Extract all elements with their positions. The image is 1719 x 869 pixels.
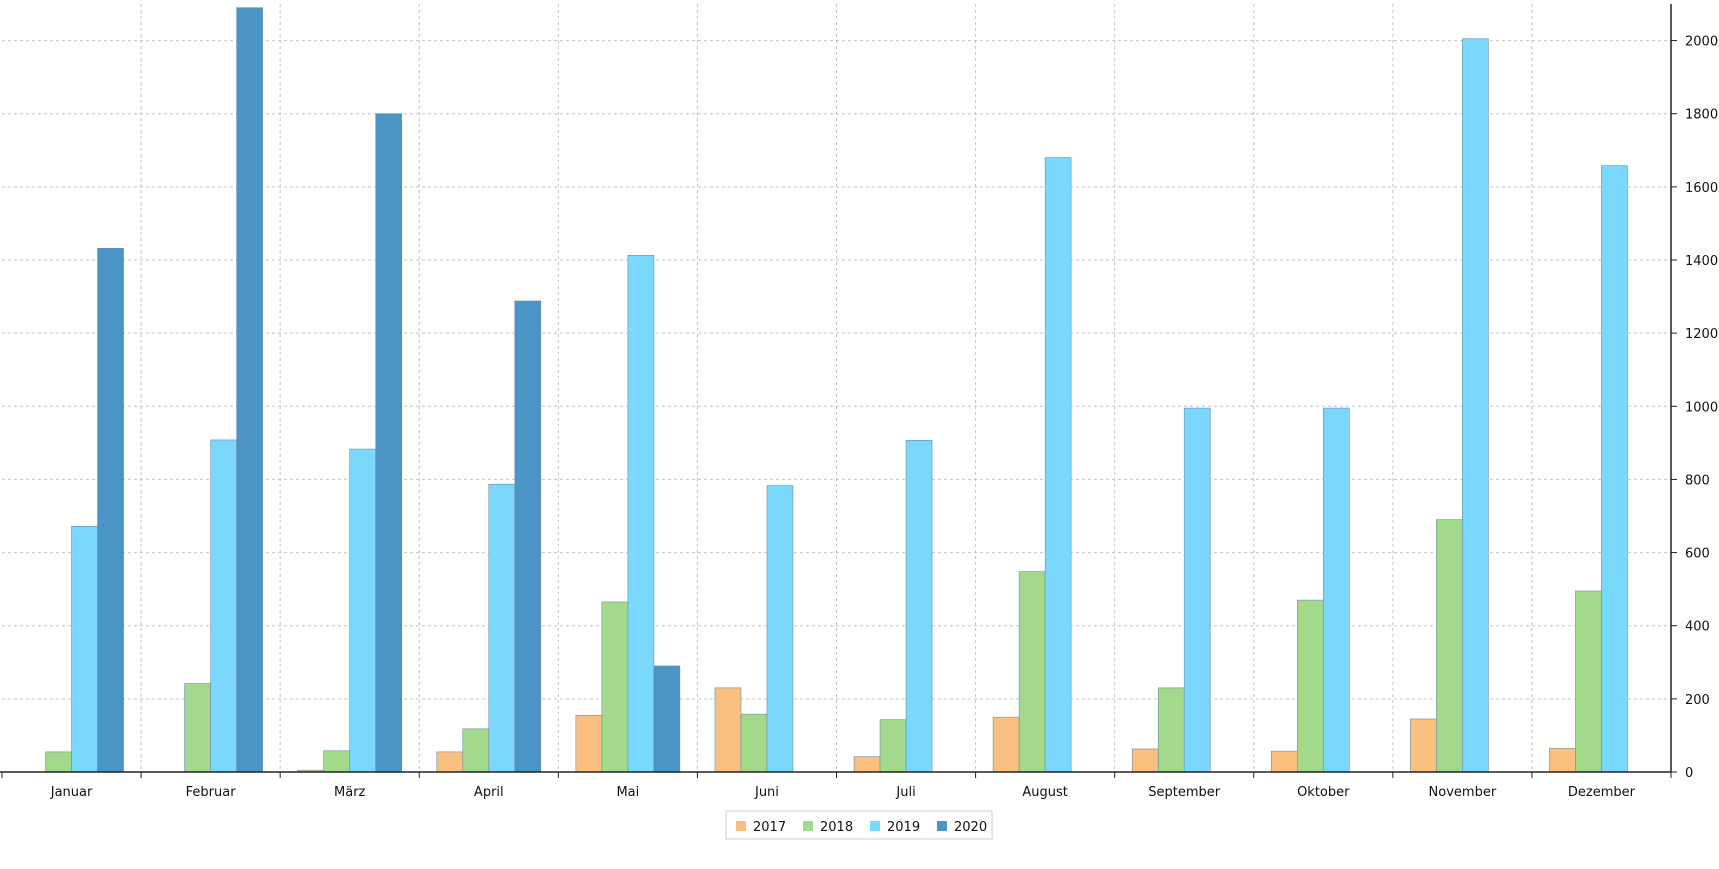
bar-2018-oktober: [1296, 599, 1324, 773]
legend-swatch: [870, 821, 880, 831]
bar-2019-mai: [627, 254, 655, 773]
x-tick-label: März: [334, 785, 366, 800]
y-tick-label: 0: [1685, 766, 1693, 781]
y-tick-label: 1400: [1685, 254, 1718, 269]
x-tick-label: Januar: [50, 785, 93, 800]
y-tick-label: 1600: [1685, 181, 1718, 196]
legend-swatch: [937, 821, 947, 831]
y-tick-label: 400: [1685, 620, 1710, 635]
legend-item-2019: 2019: [870, 820, 920, 835]
legend-label: 2019: [887, 820, 920, 835]
bar-2018-märz: [323, 750, 351, 773]
bar-2018-august: [1018, 571, 1046, 773]
bar-2019-januar: [71, 525, 98, 773]
y-tick-label: 200: [1685, 693, 1710, 708]
bar-2018-juni: [740, 713, 768, 773]
legend-item-2017: 2017: [736, 820, 786, 835]
legend-label: 2020: [954, 820, 987, 835]
axes-layer: Januar Februar März April Mai Juni Juli August S…: [0, 4, 1718, 800]
bar-2019-juni: [766, 485, 794, 773]
y-tick-label: 2000: [1685, 35, 1718, 50]
bar-2019-oktober: [1322, 407, 1350, 773]
y-tick-label: 1200: [1685, 327, 1718, 342]
bar-2018-dezember: [1575, 590, 1602, 773]
y-tick-label: 600: [1685, 547, 1710, 562]
x-tick-label: Juli: [895, 785, 915, 800]
bar-2019-juli: [905, 439, 933, 773]
bar-2018-februar: [184, 683, 211, 773]
x-tick-label: Mai: [616, 785, 639, 800]
legend-item-2020: 2020: [937, 820, 987, 835]
bar-2018-mai: [601, 601, 629, 773]
bar-2018-april: [462, 728, 490, 773]
bar-2018-november: [1436, 519, 1463, 773]
bar-2020-april: [514, 300, 542, 773]
bar-2018-juli: [879, 719, 907, 773]
x-tick-label: August: [1022, 785, 1068, 800]
bar-2019-märz: [349, 448, 377, 773]
bar-2017-juni: [714, 687, 742, 773]
bar-2020-märz: [375, 113, 403, 773]
legend-swatch: [736, 821, 746, 831]
x-tick-label: Dezember: [1568, 785, 1636, 800]
bar-2017-august: [992, 716, 1020, 773]
x-tick-label: Februar: [186, 785, 237, 800]
bar-2018-januar: [45, 751, 72, 773]
bar-2019-april: [488, 483, 516, 773]
bar-2017-oktober: [1270, 750, 1298, 773]
bar-2020-januar: [97, 247, 124, 773]
legend-swatch: [803, 821, 813, 831]
bars-layer: [45, 7, 1628, 773]
bar-2017-november: [1410, 718, 1437, 773]
bar-2018-september: [1157, 687, 1185, 773]
bar-2019-dezember: [1601, 165, 1628, 773]
grid-lines: [2, 4, 1671, 772]
x-tick-label: April: [474, 785, 504, 800]
bar-2020-februar: [236, 7, 263, 773]
legend-box: [725, 810, 993, 840]
bar-2019-februar: [210, 439, 237, 773]
x-tick-label: Oktober: [1297, 785, 1350, 800]
legend-label: 2018: [820, 820, 853, 835]
bar-2020-mai: [653, 665, 681, 773]
legend-label: 2017: [753, 820, 786, 835]
legend-item-2018: 2018: [803, 820, 853, 835]
y-tick-label: 1800: [1685, 108, 1718, 123]
x-tick-label: Juni: [754, 785, 779, 800]
bar-2017-dezember: [1549, 747, 1576, 773]
bar-2019-august: [1044, 157, 1072, 773]
bar-2017-april: [436, 751, 464, 773]
y-tick-label: 800: [1685, 473, 1710, 488]
bar-2019-september: [1183, 407, 1211, 773]
bar-2017-mai: [575, 715, 603, 773]
bar-2019-november: [1462, 38, 1489, 773]
x-tick-label: November: [1429, 785, 1497, 800]
bar-2017-juli: [853, 756, 881, 773]
bar-2017-september: [1131, 748, 1159, 773]
y-tick-label: 1000: [1685, 400, 1718, 415]
legend: 2017 2018 2019 2020: [725, 810, 993, 840]
x-tick-label: September: [1148, 785, 1221, 800]
